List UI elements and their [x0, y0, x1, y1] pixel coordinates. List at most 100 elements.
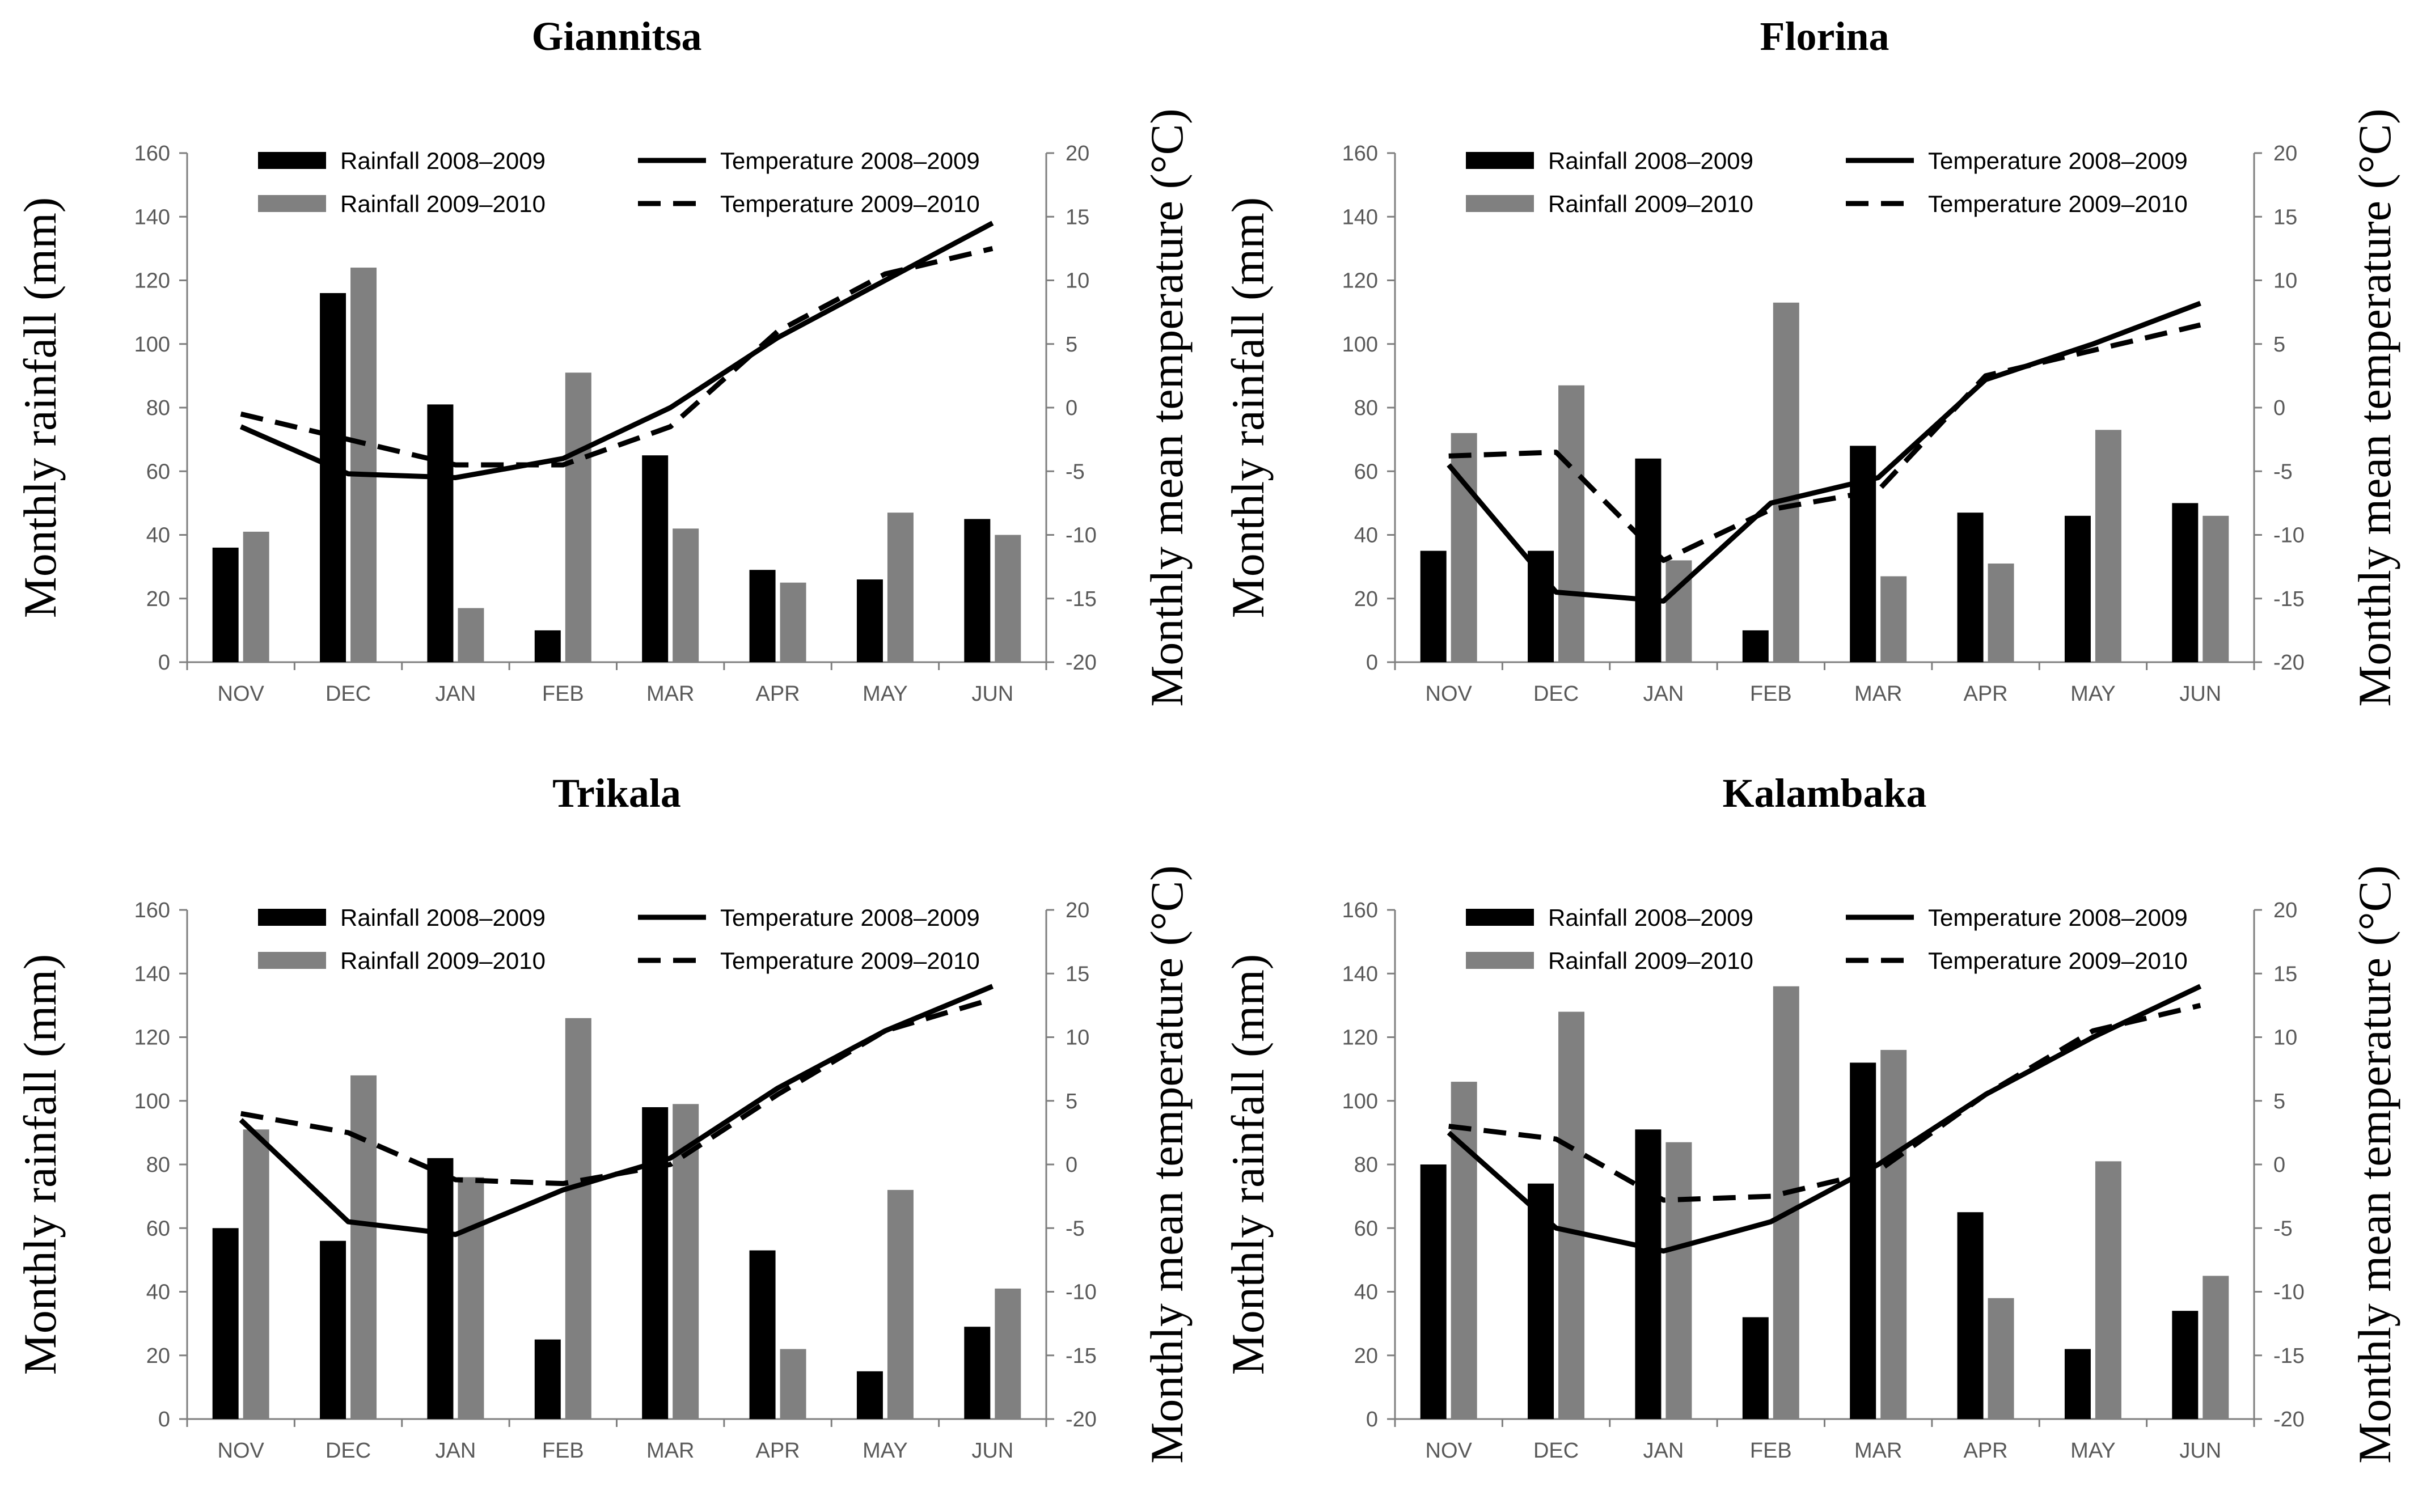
right-tick-label: -20 — [1066, 651, 1097, 675]
x-tick-label: JAN — [436, 682, 476, 706]
x-tick-label: APR — [1963, 682, 2007, 706]
left-tick-label: 0 — [1366, 651, 1378, 675]
right-tick-label: -5 — [1066, 1217, 1085, 1240]
legend-label: Temperature 2009–2010 — [720, 947, 980, 974]
legend-label: Rainfall 2008–2009 — [1548, 147, 1753, 174]
bar-2008-2009-jun — [2172, 1311, 2199, 1419]
x-tick-label: FEB — [1750, 682, 1792, 706]
left-axis-title: Monthly rainfall (mm) — [1222, 954, 1274, 1375]
x-tick-label: MAR — [646, 1439, 694, 1463]
chart-title: Kalambaka — [1722, 770, 1926, 816]
bar-2009-2010-jan — [458, 1177, 484, 1419]
line-temperature-2009-2010 — [240, 245, 994, 468]
legend-label: Temperature 2009–2010 — [1928, 190, 2188, 217]
bar-2009-2010-mar — [1880, 576, 1907, 662]
x-tick-label: MAR — [646, 682, 694, 706]
bar-2008-2009-apr — [1957, 1212, 1984, 1419]
left-axis-title: Monthly rainfall (mm) — [14, 197, 66, 618]
bar-2009-2010-dec — [350, 268, 377, 662]
right-axis-title: Monthly mean temperature (°C) — [1141, 108, 1193, 706]
left-tick-label: 60 — [1354, 460, 1378, 484]
left-tick-label: 40 — [1354, 524, 1378, 548]
x-tick-label: APR — [755, 682, 800, 706]
chart-panel-trikala: Trikala 0 20 40 60 80 100 120 140 160 -20 -15 -10 -5 0… — [14, 770, 1193, 1464]
legend-label: Temperature 2008–2009 — [720, 904, 980, 931]
right-tick-label: -10 — [1066, 524, 1097, 548]
legend-label: Temperature 2008–2009 — [720, 147, 980, 174]
bar-2008-2009-feb — [1742, 1317, 1769, 1419]
left-tick-label: 100 — [134, 333, 170, 357]
bar-2009-2010-mar — [1880, 1049, 1907, 1419]
bar-2009-2010-may — [887, 513, 914, 662]
point-temp-2009-2010-apr — [777, 331, 779, 332]
bar-2008-2009-jan — [1635, 458, 1662, 662]
x-tick-label: MAY — [2070, 1439, 2116, 1463]
left-tick-label: 0 — [158, 651, 170, 675]
left-tick-label: 80 — [1354, 396, 1378, 420]
bar-2008-2009-apr — [749, 570, 776, 662]
left-tick-label: 40 — [1354, 1281, 1378, 1305]
left-tick-label: 40 — [146, 1281, 170, 1305]
left-tick-label: 40 — [146, 524, 170, 548]
left-tick-label: 160 — [134, 899, 170, 922]
bar-2009-2010-feb — [1773, 302, 1799, 662]
bar-2008-2009-nov — [1420, 1164, 1447, 1419]
bar-2008-2009-jun — [964, 519, 991, 662]
right-tick-label: 5 — [2273, 1090, 2285, 1113]
right-tick-label: -20 — [2273, 1408, 2305, 1431]
bar-2009-2010-dec — [1558, 385, 1585, 662]
left-tick-label: 60 — [146, 1217, 170, 1240]
left-tick-label: 120 — [134, 269, 170, 293]
right-tick-label: -15 — [1066, 1344, 1097, 1368]
right-tick-label: -15 — [1066, 587, 1097, 611]
right-tick-label: 0 — [2273, 396, 2285, 420]
legend-label: Rainfall 2009–2010 — [1548, 190, 1753, 217]
right-tick-label: -20 — [2273, 651, 2305, 675]
bar-2009-2010-apr — [1988, 1298, 2014, 1419]
left-tick-label: 20 — [146, 587, 170, 611]
bar-2009-2010-nov — [1451, 433, 1477, 662]
bar-2008-2009-dec — [1528, 550, 1554, 662]
right-tick-label: 20 — [2273, 899, 2297, 922]
legend-swatch — [1466, 952, 1534, 969]
x-tick-label: NOV — [218, 1439, 265, 1463]
bar-2008-2009-apr — [749, 1250, 776, 1419]
bar-2009-2010-jan — [1665, 1142, 1692, 1419]
left-tick-label: 0 — [1366, 1408, 1378, 1431]
bar-2009-2010-may — [887, 1189, 914, 1419]
bar-2009-2010-jun — [2203, 1276, 2229, 1419]
legend-swatch — [1466, 195, 1534, 212]
right-tick-label: 0 — [1066, 1153, 1077, 1177]
left-tick-label: 20 — [146, 1344, 170, 1368]
left-tick-label: 160 — [1342, 142, 1378, 166]
bar-2008-2009-may — [856, 579, 883, 662]
bar-2009-2010-may — [2095, 1161, 2121, 1419]
right-tick-label: 10 — [1066, 1026, 1089, 1050]
x-tick-label: JUN — [971, 682, 1013, 706]
bar-2008-2009-nov — [212, 1228, 239, 1419]
chart-panel-kalambaka: Kalambaka020406080100120140160-20-15-10-… — [1222, 770, 2400, 1464]
line-temperature-2008-2009 — [239, 221, 994, 480]
x-tick-label: MAY — [2070, 682, 2116, 706]
legend-label: Temperature 2008–2009 — [1928, 147, 2188, 174]
left-tick-label: 160 — [1342, 899, 1378, 922]
line-temperature-2009-2010 — [240, 996, 994, 1187]
x-tick-label: MAR — [1854, 1439, 1902, 1463]
line-temperature-2008-2009 — [1447, 300, 2201, 604]
line-temperature-2009-2010 — [1448, 322, 2201, 563]
right-tick-label: 15 — [1066, 205, 1089, 229]
left-tick-label: 60 — [146, 460, 170, 484]
legend-label: Temperature 2009–2010 — [720, 190, 980, 217]
left-tick-label: 120 — [134, 1026, 170, 1050]
bar-2008-2009-mar — [642, 1107, 669, 1419]
bar-2009-2010-apr — [780, 582, 806, 662]
x-tick-label: JAN — [1643, 682, 1684, 706]
legend-swatch — [258, 152, 326, 169]
chart-title: Giannitsa — [531, 14, 701, 59]
x-tick-label: NOV — [1426, 682, 1473, 706]
right-tick-label: 10 — [2273, 1026, 2297, 1050]
bar-2008-2009-may — [856, 1371, 883, 1419]
bar-2008-2009-dec — [1528, 1183, 1554, 1419]
legend-label: Rainfall 2009–2010 — [1548, 947, 1753, 974]
